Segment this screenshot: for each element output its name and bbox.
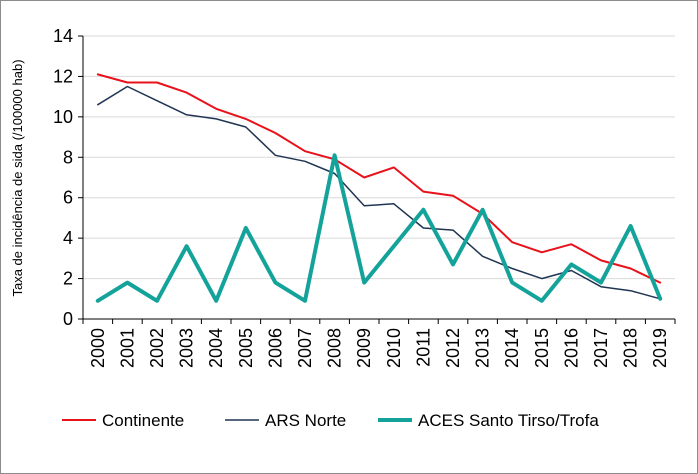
x-tick-label: 2004 (206, 328, 226, 368)
y-tick-label: 2 (63, 269, 73, 289)
x-tick-label: 2002 (147, 328, 167, 368)
y-tick-label: 0 (63, 309, 73, 329)
x-tick-labels: 2000 2001 2002 2003 2004 2005 2006 2007 2008 2009… (88, 328, 670, 368)
series-line-2 (95, 153, 663, 303)
x-tick-label: 2011 (413, 328, 433, 367)
x-tick-label: 2000 (88, 328, 108, 368)
y-tick-labels: 0 2 4 6 8 10 12 14 (53, 26, 73, 329)
y-tick-label: 14 (53, 26, 73, 46)
x-tick-label: 2013 (473, 328, 493, 368)
y-tick-label: 4 (63, 228, 73, 248)
x-tick-label: 2005 (236, 328, 256, 368)
x-tick-label: 2006 (265, 328, 285, 368)
x-tick-label: 2010 (384, 328, 404, 368)
x-tick-label: 2007 (295, 328, 315, 368)
gridlines (83, 35, 675, 280)
x-tick-label: 2012 (443, 328, 463, 368)
legend-entry: ARS Norte (265, 411, 346, 430)
y-tick-label: 12 (53, 66, 73, 86)
legend: Continente ARS Norte ACES Santo Tirso/Trof… (62, 411, 599, 430)
axes (78, 35, 676, 324)
y-axis-label: Taxa de incidência de sida (/100000 hab) (10, 59, 25, 296)
legend-entry: ACES Santo Tirso/Trofa (418, 411, 599, 430)
x-tick-label: 2009 (354, 328, 374, 368)
legend-entry: Continente (102, 411, 184, 430)
series-line-0 (96, 73, 662, 284)
x-tick-label: 2001 (117, 328, 137, 368)
x-tick-label: 2017 (591, 328, 611, 368)
x-tick-label: 2014 (502, 328, 522, 368)
x-tick-label: 2018 (621, 328, 641, 368)
y-tick-label: 8 (63, 147, 73, 167)
x-tick-label: 2016 (561, 328, 581, 368)
y-tick-label: 6 (63, 188, 73, 208)
y-tick-label: 10 (53, 107, 73, 127)
x-tick-label: 2003 (177, 328, 197, 368)
x-tick-label: 2015 (532, 328, 552, 368)
x-tick-label: 2019 (650, 328, 670, 368)
series-lines (95, 73, 663, 303)
x-tick-label: 2008 (325, 328, 345, 368)
